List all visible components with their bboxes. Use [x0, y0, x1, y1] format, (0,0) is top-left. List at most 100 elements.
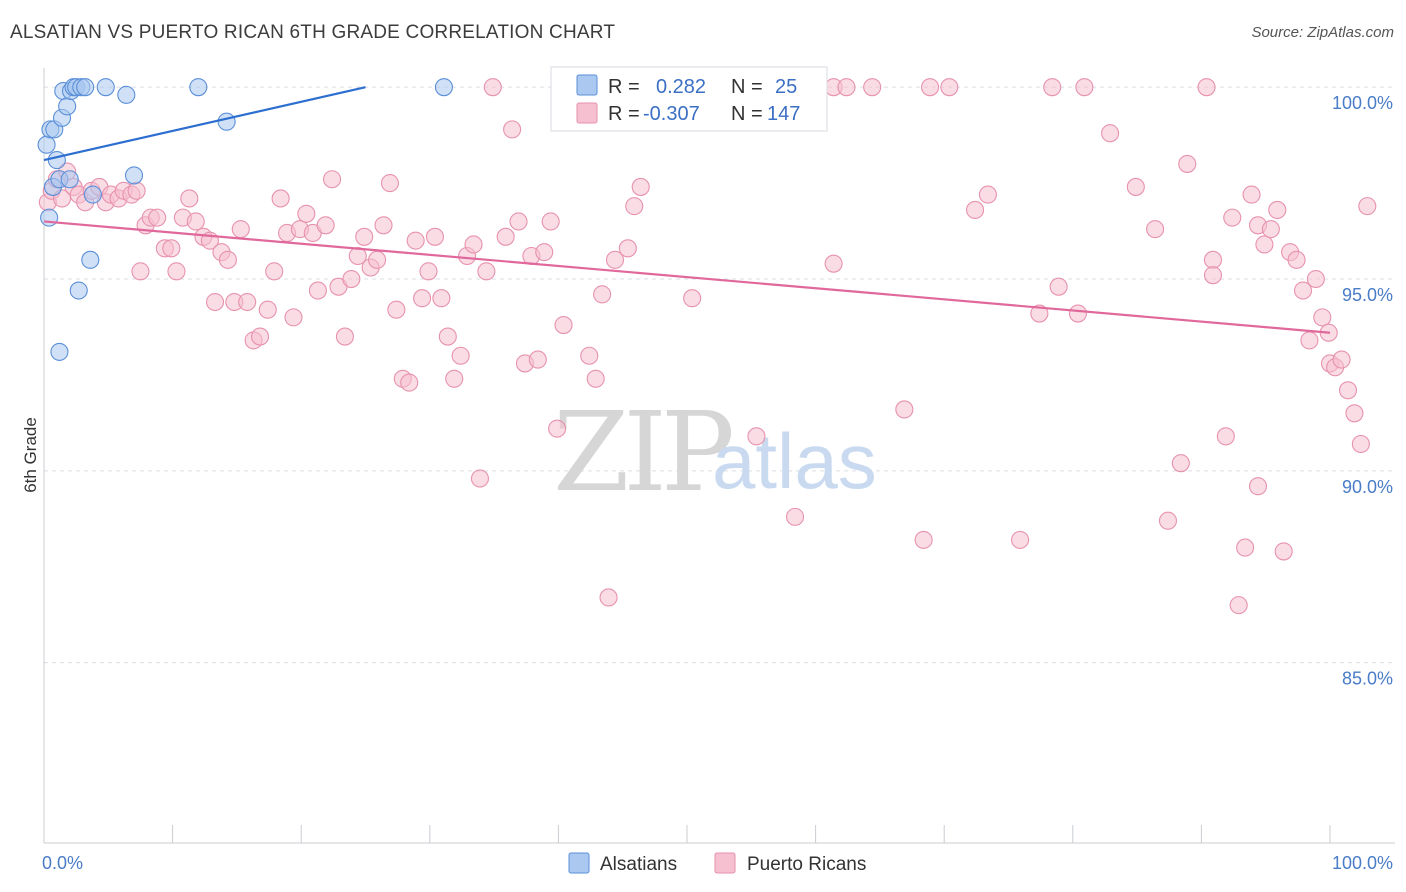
puerto-rican-point-55 — [380, 174, 399, 193]
puerto-rican-point-118 — [1203, 250, 1223, 269]
puerto-rican-point-66 — [451, 346, 470, 365]
alsatian-point-1 — [40, 208, 59, 227]
puerto-rican-point-123 — [1236, 538, 1255, 557]
puerto-rican-point-126 — [1248, 477, 1268, 496]
puerto-rican-point-48 — [335, 327, 354, 346]
puerto-rican-point-104 — [978, 185, 997, 204]
puerto-rican-point-35 — [250, 327, 270, 346]
puerto-rican-point-82 — [580, 346, 599, 365]
puerto-rican-point-56 — [387, 300, 406, 319]
puerto-rican-point-140 — [1332, 350, 1351, 369]
puerto-rican-point-114 — [1158, 511, 1178, 530]
puerto-rican-point-74 — [509, 212, 528, 231]
alsatian-point-10 — [60, 170, 79, 189]
puerto-rican-point-96 — [837, 78, 856, 97]
y-tick-label-2: 95.0% — [1342, 285, 1393, 305]
y-tick-labels: 85.0% 90.0% 95.0% 100.0% — [1332, 93, 1393, 688]
alsatian-point-0 — [37, 135, 56, 154]
watermark: ZIP atlas — [553, 388, 877, 516]
gridlines — [44, 86, 1395, 664]
puerto-rican-point-113 — [1146, 220, 1165, 239]
puerto-rican-n-value: 147 — [767, 103, 800, 125]
puerto-rican-point-36 — [258, 300, 277, 319]
puerto-rican-point-128 — [1261, 220, 1280, 239]
series-legend: Alsatians Puerto Ricans — [568, 852, 866, 875]
puerto-rican-point-73 — [503, 120, 522, 139]
puerto-rican-point-103 — [966, 200, 985, 220]
alsatian-point-14 — [69, 281, 88, 300]
puerto-rican-point-69 — [470, 469, 490, 488]
puerto-rican-point-40 — [284, 308, 303, 327]
puerto-rican-point-28 — [205, 292, 225, 312]
puerto-rican-r-label: R = — [608, 103, 640, 125]
puerto-rican-point-106 — [1030, 304, 1049, 323]
puerto-rican-point-38 — [271, 189, 290, 208]
x-tick-label-start: 0.0% — [42, 853, 83, 873]
puerto-ricans-legend-label: Puerto Ricans — [747, 854, 866, 875]
stats-legend: R = 0.282 N = 25 R = -0.307 N = 147 — [550, 66, 828, 132]
y-tick-label-1: 90.0% — [1342, 477, 1393, 497]
puerto-ricans-legend-swatch — [714, 852, 736, 874]
alsatian-n-value: 25 — [775, 76, 797, 98]
puerto-rican-point-144 — [1358, 197, 1377, 216]
puerto-rican-point-22 — [167, 262, 186, 281]
puerto-rican-point-80 — [548, 419, 567, 438]
alsatian-trend-line — [43, 86, 366, 162]
puerto-rican-point-91 — [683, 289, 702, 308]
alsatian-point-19 — [96, 78, 115, 97]
puerto-rican-point-129 — [1268, 200, 1287, 220]
y-axis-label: 6th Grade — [21, 417, 40, 493]
puerto-rican-point-105 — [1011, 530, 1030, 549]
puerto-rican-point-93 — [747, 427, 766, 446]
puerto-rican-point-88 — [625, 197, 644, 216]
x-tick-label-end: 100.0% — [1332, 853, 1393, 873]
puerto-rican-point-46 — [323, 170, 342, 189]
puerto-rican-point-62 — [425, 227, 444, 246]
puerto-rican-point-87 — [618, 239, 637, 258]
puerto-rican-point-127 — [1255, 235, 1274, 254]
puerto-rican-point-143 — [1351, 434, 1370, 454]
puerto-rican-point-134 — [1300, 331, 1319, 350]
puerto-rican-point-109 — [1043, 78, 1062, 97]
puerto-rican-point-85 — [599, 588, 618, 607]
alsatian-point-25 — [50, 342, 69, 361]
puerto-rican-point-141 — [1338, 381, 1358, 400]
puerto-rican-point-33 — [238, 292, 257, 312]
alsatian-point-18 — [83, 185, 102, 204]
puerto-rican-point-107 — [1049, 277, 1068, 296]
alsatian-n-label: N = — [731, 76, 763, 98]
puerto-rican-point-97 — [824, 254, 843, 273]
puerto-rican-point-77 — [528, 350, 547, 369]
puerto-rican-point-101 — [921, 78, 940, 97]
puerto-rican-point-124 — [1242, 185, 1261, 204]
puerto-rican-point-119 — [1203, 266, 1223, 285]
puerto-rican-point-25 — [186, 212, 205, 231]
puerto-rican-point-108 — [1068, 304, 1087, 323]
puerto-rican-point-142 — [1345, 404, 1364, 423]
y-tick-label-3: 100.0% — [1332, 93, 1393, 113]
puerto-rican-points — [38, 78, 1377, 615]
y-tick-label-0: 85.0% — [1342, 669, 1393, 689]
puerto-rican-point-99 — [895, 400, 914, 419]
puerto-rican-point-65 — [445, 369, 464, 388]
puerto-rican-point-70 — [477, 262, 496, 281]
puerto-rican-point-49 — [342, 269, 361, 289]
puerto-rican-point-58 — [400, 373, 419, 392]
alsatian-point-24 — [434, 78, 453, 97]
puerto-rican-point-98 — [863, 78, 882, 97]
puerto-rican-point-15 — [127, 181, 146, 200]
puerto-rican-point-130 — [1274, 542, 1293, 561]
puerto-rican-trend-line — [43, 220, 1331, 334]
chart-title: ALSATIAN VS PUERTO RICAN 6TH GRADE CORRE… — [10, 22, 616, 43]
puerto-rican-point-71 — [483, 78, 502, 97]
puerto-rican-point-37 — [265, 262, 284, 281]
puerto-rican-point-117 — [1197, 78, 1216, 97]
alsatian-point-17 — [81, 250, 100, 269]
puerto-rican-point-86 — [605, 250, 625, 269]
puerto-rican-point-78 — [535, 243, 554, 262]
puerto-rican-point-122 — [1229, 596, 1248, 615]
puerto-rican-point-110 — [1075, 78, 1094, 97]
puerto-rican-point-116 — [1178, 154, 1197, 173]
puerto-rican-point-44 — [308, 281, 327, 300]
